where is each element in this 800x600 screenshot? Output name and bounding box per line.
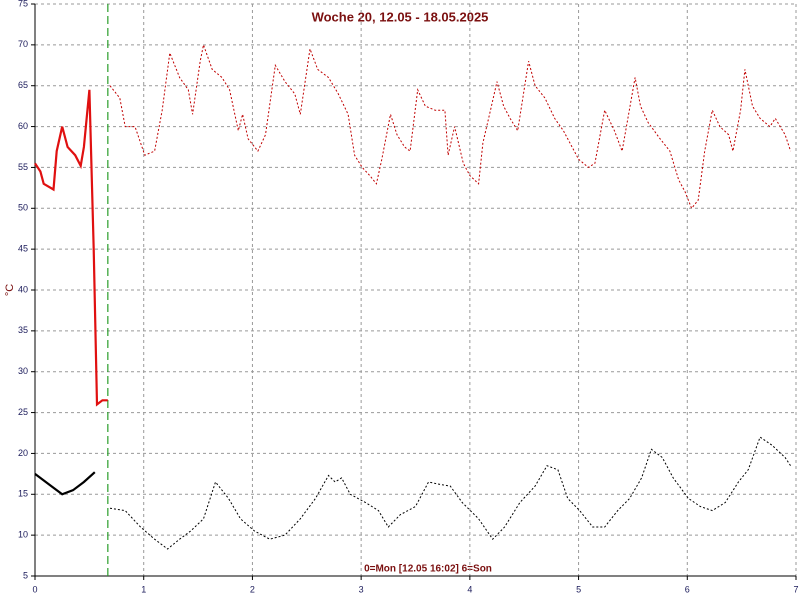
y-tick-label: 45 bbox=[18, 244, 28, 254]
y-tick-label: 70 bbox=[18, 39, 28, 49]
x-tick-label: 4 bbox=[467, 584, 472, 594]
y-tick-label: 65 bbox=[18, 80, 28, 90]
chart-title: Woche 20, 12.05 - 18.05.2025 bbox=[312, 9, 489, 24]
x-tick-label: 0 bbox=[32, 584, 37, 594]
y-tick-label: 15 bbox=[18, 489, 28, 499]
y-tick-label: 55 bbox=[18, 162, 28, 172]
x-tick-label: 6 bbox=[685, 584, 690, 594]
y-tick-label: 30 bbox=[18, 366, 28, 376]
data-line bbox=[34, 89, 108, 407]
y-tick-label: 40 bbox=[18, 284, 28, 294]
x-tick-label: 7 bbox=[793, 584, 798, 594]
x-tick-label: 2 bbox=[250, 584, 255, 594]
x-tick-label: 1 bbox=[141, 584, 146, 594]
y-tick-label: 25 bbox=[18, 407, 28, 417]
y-tick-label: 75 bbox=[18, 0, 28, 8]
data-line bbox=[34, 471, 96, 496]
y-axis-label: °C bbox=[4, 284, 16, 296]
y-tick-label: 10 bbox=[18, 530, 28, 540]
data-line bbox=[109, 43, 792, 210]
y-tick-label: 5 bbox=[23, 570, 28, 580]
x-axis-label: 0=Mon [12.05 16:02] 6=Son bbox=[364, 564, 492, 575]
y-tick-label: 50 bbox=[18, 203, 28, 213]
y-tick-label: 20 bbox=[18, 448, 28, 458]
y-tick-label: 35 bbox=[18, 325, 28, 335]
x-tick-label: 5 bbox=[576, 584, 581, 594]
x-tick-label: 3 bbox=[359, 584, 364, 594]
y-tick-label: 60 bbox=[18, 121, 28, 131]
